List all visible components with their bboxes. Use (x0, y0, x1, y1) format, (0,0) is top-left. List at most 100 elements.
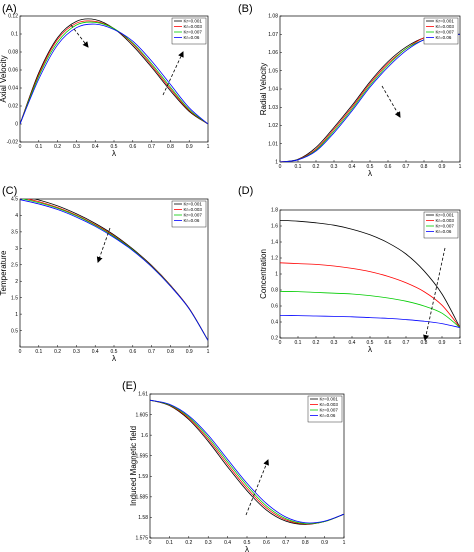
x-tick-label: 0.8 (167, 144, 174, 150)
series-line-3 (280, 291, 460, 328)
x-axis-label: λ (112, 149, 116, 158)
legend-label: Kr=0.06 (184, 35, 200, 40)
x-tick-label: 0.4 (349, 164, 356, 170)
y-tick-label: 0.04 (8, 86, 18, 92)
x-tick-label: 0.3 (205, 540, 212, 546)
series-line-4 (20, 23, 208, 125)
y-tick-label: 1.575 (135, 536, 148, 542)
x-tick-label: 0.8 (167, 349, 174, 355)
y-tick-label: 1 (275, 272, 278, 278)
y-tick-label: 1.06 (268, 50, 278, 56)
x-tick-label: 0.1 (295, 164, 302, 170)
x-tick-label: 0.4 (349, 340, 356, 346)
legend-label: Kr=0.007 (184, 30, 203, 35)
trend-arrow (381, 85, 401, 118)
legend-label: Kr=0.007 (320, 408, 339, 413)
y-tick-label: 1.585 (135, 495, 148, 501)
x-tick-label: 0.9 (439, 340, 446, 346)
x-tick-label: 0.4 (92, 144, 99, 150)
y-tick-label: 0.6 (271, 304, 278, 310)
y-tick-label: 4.5 (11, 197, 18, 203)
legend-label: Kr=0.003 (436, 218, 455, 223)
y-tick-label: 1.61 (138, 392, 148, 398)
y-axis-label: Concentration (259, 249, 268, 299)
series-line-4 (150, 399, 344, 524)
x-tick-label: 0.1 (35, 349, 42, 355)
legend-label: Kr=0.001 (184, 202, 203, 207)
y-tick-label: 4 (15, 213, 18, 219)
x-tick-label: 0.7 (148, 349, 155, 355)
x-tick-label: 0.7 (148, 144, 155, 150)
x-tick-label: 0.5 (367, 164, 374, 170)
legend-label: Kr=0.007 (436, 30, 455, 35)
y-tick-label: 1.01 (268, 141, 278, 147)
x-tick-label: 0.2 (313, 340, 320, 346)
x-tick-label: 0.3 (73, 144, 80, 150)
legend-label: Kr=0.001 (436, 213, 455, 218)
series-line-2 (280, 262, 460, 328)
y-tick-label: 1.605 (135, 412, 148, 418)
y-tick-label: 3.5 (11, 230, 18, 236)
x-axis-label: λ (112, 354, 116, 363)
x-tick-label: 0.1 (166, 540, 173, 546)
legend-label: Kr=0.007 (436, 224, 455, 229)
trend-arrow (96, 227, 111, 263)
y-tick-label: 1.2 (271, 256, 278, 262)
x-tick-label: 1 (207, 349, 210, 355)
y-tick-label: 0 (15, 122, 18, 128)
y-tick-label: 1.4 (271, 240, 278, 246)
y-tick-label: 0.02 (8, 104, 18, 110)
x-tick-label: 0.1 (35, 144, 42, 150)
x-axis-label: λ (368, 169, 372, 178)
x-tick-label: 0.1 (295, 340, 302, 346)
y-tick-label: 0.12 (8, 14, 18, 20)
x-tick-label: 1 (459, 340, 462, 346)
x-tick-label: 0.8 (421, 164, 428, 170)
x-tick-label: 0.2 (313, 164, 320, 170)
x-tick-label: 1 (207, 144, 210, 150)
y-tick-label: 0.1 (11, 32, 18, 38)
legend-box (423, 211, 459, 239)
panel-1: (A)0 0.1 0.2 0.3 0.4 0.5 0.6 0.7 0.8 0.9 1-0.0200.… (0, 3, 210, 158)
trend-arrow (423, 247, 446, 341)
y-tick-label: 1.02 (268, 123, 278, 129)
x-tick-label: 0.8 (421, 340, 428, 346)
x-tick-label: 0.6 (129, 349, 136, 355)
y-tick-label: 1.03 (268, 105, 278, 111)
x-tick-label: 0.9 (186, 144, 193, 150)
x-tick-label: 0.9 (186, 349, 193, 355)
legend-label: Kr=0.001 (184, 19, 203, 24)
y-tick-label: 1.05 (268, 68, 278, 74)
y-tick-label: 1.07 (268, 32, 278, 38)
panel-4: (D) 0 0.1 0.2 0.3 0.4 0.5 0.6 0.7 0.8 0.9 1 0.2 0.4 0.… (238, 185, 462, 354)
y-tick-label: 1.6 (141, 433, 148, 439)
y-tick-label: -0.02 (7, 140, 19, 146)
x-tick-label: 0.3 (73, 349, 80, 355)
x-tick-label: 0 (279, 164, 282, 170)
y-tick-label: 2.5 (11, 262, 18, 268)
panel-5: (E) 0 0.1 0.2 0.3 0.4 0.5 0.6 0.7 0.8 0.9 1 1.575 1.5… (122, 380, 346, 552)
x-tick-label: 0.2 (185, 540, 192, 546)
legend-label: Kr=0.003 (436, 24, 455, 29)
x-tick-label: 0.6 (263, 540, 270, 546)
x-tick-label: 0 (279, 340, 282, 346)
x-tick-label: 0.9 (321, 540, 328, 546)
y-tick-label: 1.5 (11, 295, 18, 301)
legend-box (307, 395, 343, 423)
y-tick-label: 0.8 (271, 288, 278, 294)
legend-label: Kr=0.007 (184, 213, 203, 218)
y-tick-label: 1 (15, 312, 18, 318)
legend-label: Kr=0.003 (184, 207, 203, 212)
legend-box (171, 17, 207, 45)
y-axis-label: Induced Magnetic field (129, 426, 138, 506)
series-line-3 (20, 21, 208, 125)
x-tick-label: 0.3 (331, 340, 338, 346)
panel-title: (C) (2, 185, 17, 197)
y-tick-label: 0.2 (271, 336, 278, 342)
legend-label: Kr=0.06 (436, 35, 452, 40)
y-tick-label: 0.4 (271, 320, 278, 326)
x-tick-label: 0.8 (302, 540, 309, 546)
